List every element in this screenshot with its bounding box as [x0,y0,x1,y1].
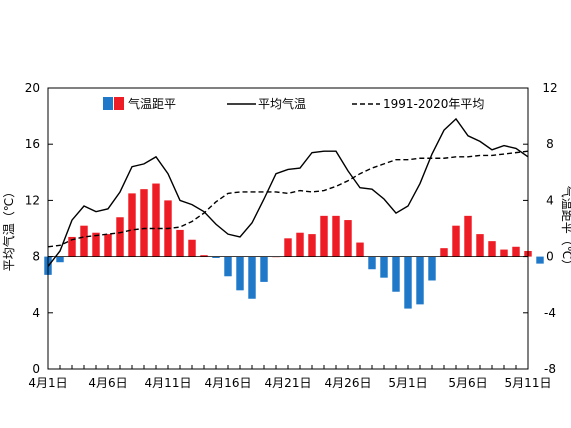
anomaly-bar [176,229,184,257]
anomaly-bar [416,256,424,305]
right-tick-label: 8 [546,137,554,151]
anomaly-bar [224,256,232,277]
legend-bar-swatch-negative [103,97,113,110]
anomaly-bar [260,256,268,282]
anomaly-bar [392,256,400,292]
right-y-ticks: -8 -4 0 4 8 12 [523,81,558,376]
x-tick-label: 5月6日 [448,376,487,390]
anomaly-bar [308,234,316,257]
mean-temperature-line [47,117,529,267]
anomaly-bar [116,217,124,257]
left-tick-label: 12 [25,193,40,207]
anomaly-bar [356,242,364,257]
anomaly-bar [404,256,412,309]
anomaly-bar [236,256,244,291]
left-tick-label: 20 [25,81,40,95]
right-tick-label: 12 [542,81,557,95]
anomaly-bar [104,234,112,257]
anomaly-bar [488,241,496,257]
anomaly-bar [536,256,544,264]
anomaly-bar [512,246,520,257]
x-tick-label: 5月11日 [505,376,552,390]
anomaly-bar [212,256,220,258]
left-tick-label: 16 [25,137,40,151]
x-tick-label: 4月6日 [88,376,127,390]
anomaly-bar [380,256,388,278]
anomaly-bar [248,256,256,299]
right-tick-label: -4 [544,306,556,320]
anomaly-bar [476,234,484,257]
anomaly-bar [428,256,436,281]
x-tick-label: 4月1日 [28,376,67,390]
anomaly-bar [452,225,460,257]
right-axis-title: 气温距平（℃） [560,186,571,271]
anomaly-bar [344,220,352,257]
legend-label-mean-temp: 平均气温 [258,96,306,111]
anomaly-bar [80,225,88,257]
x-tick-label: 4月11日 [145,376,192,390]
anomaly-bar [128,193,136,257]
left-tick-label: 0 [32,362,40,376]
anomaly-bar [188,239,196,257]
left-y-ticks: 0 4 8 12 16 20 [25,81,53,376]
legend: 气温距平 平均气温 1991-2020年平均 [103,96,484,111]
anomaly-bar [284,238,292,257]
anomaly-bar [332,215,340,257]
right-tick-label: 4 [546,193,554,207]
anomaly-bar [464,215,472,257]
anomaly-bar [68,236,76,257]
right-tick-label: -8 [544,362,556,376]
left-tick-label: 4 [32,306,40,320]
x-tick-label: 4月26日 [325,376,372,390]
left-tick-label: 8 [32,250,40,264]
anomaly-bar [56,256,64,263]
climatology-line [47,150,529,248]
legend-label-anomaly: 气温距平 [128,96,176,111]
x-axis-ticks: 4月1日 4月6日 4月11日 4月16日 4月21日 4月26日 5月1日 5月6日 5月11… [28,365,551,390]
x-tick-label: 5月1日 [388,376,427,390]
legend-label-climatology: 1991-2020年平均 [383,97,484,111]
anomaly-bar [368,256,376,270]
right-tick-label: 0 [546,250,554,264]
anomaly-bar [152,183,160,257]
anomaly-bar [200,255,208,257]
left-axis-title: 平均气温（℃） [1,186,16,271]
legend-bar-swatch-positive [114,97,124,110]
anomaly-bar [140,189,148,257]
anomaly-bars [44,183,544,309]
anomaly-bar [500,249,508,257]
x-tick-label: 4月21日 [265,376,312,390]
anomaly-bar [92,232,100,257]
x-tick-label: 4月16日 [205,376,252,390]
anomaly-bar [440,248,448,257]
anomaly-bar [320,215,328,257]
anomaly-bar [296,232,304,257]
